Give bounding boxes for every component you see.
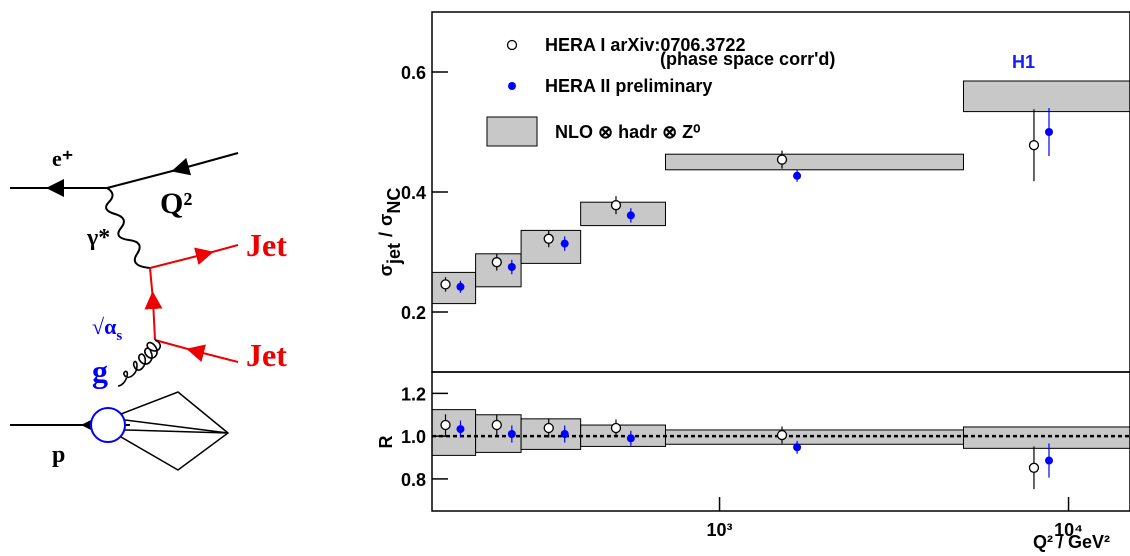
y-tick-label: 0.8	[401, 470, 426, 490]
data-point	[626, 434, 635, 443]
proton-label: p	[52, 442, 65, 468]
y-label-part: /	[376, 232, 396, 237]
y-axis-label: σjet/σNC	[376, 188, 404, 277]
y-tick-label: 1.0	[401, 427, 426, 447]
y-tick-label: 0.4	[401, 183, 426, 203]
electron-label: e⁺	[52, 146, 73, 171]
data-point	[507, 263, 516, 271]
data-point	[507, 430, 516, 439]
data-point	[1028, 462, 1040, 473]
y-label-sub: NC	[384, 188, 404, 214]
band-box	[431, 409, 477, 456]
y-label-part: σ	[376, 214, 396, 226]
band-box	[520, 229, 582, 264]
alpha-sub: s	[116, 328, 122, 344]
y-label-part: σ	[376, 264, 396, 276]
experiment-label: H1	[1012, 52, 1035, 72]
legend-label: HERA I arXiv:0706.3722	[545, 35, 745, 55]
photon-label: γ*	[86, 225, 110, 251]
legend-label: NLO ⊗ hadr ⊗ Z⁰	[555, 122, 700, 142]
data-point	[491, 257, 502, 268]
data-point	[508, 82, 516, 90]
data-point	[1044, 128, 1053, 136]
data-point	[491, 419, 502, 431]
data-point	[776, 154, 788, 165]
y-tick-label: 1.2	[401, 384, 426, 404]
feynman-diagram	[10, 152, 239, 471]
data-point	[456, 425, 465, 434]
data-point	[610, 422, 622, 434]
data-point	[626, 211, 635, 220]
data-point	[560, 239, 569, 248]
band-box	[664, 153, 964, 171]
data-point	[440, 279, 451, 290]
alpha-text: √α	[92, 314, 117, 339]
data-point	[560, 430, 569, 439]
legend-label: HERA II preliminary	[545, 76, 712, 96]
band-box	[962, 426, 1130, 449]
gluon-label: g	[92, 353, 108, 389]
x-axis-label: Q² / GeV²	[1033, 532, 1110, 552]
data-point	[506, 39, 518, 51]
band-box	[580, 201, 666, 227]
jet-label: Jet	[246, 337, 287, 373]
legend-note: (phase space corr'd)	[660, 49, 835, 69]
q2-label: Q²	[160, 187, 192, 220]
data-point	[793, 443, 802, 452]
x-tick-label: 10³	[707, 520, 733, 540]
jet-label: Jet	[246, 227, 287, 263]
data-point	[440, 419, 451, 431]
data-point	[543, 233, 554, 244]
band-box	[431, 271, 477, 305]
y-tick-label: 0.6	[401, 63, 426, 83]
data-point	[793, 171, 802, 180]
y-tick-label: 0.2	[401, 303, 426, 323]
data-point	[543, 422, 554, 434]
alpha-label: √αs	[92, 314, 122, 344]
x-tick-label: 10⁴	[1054, 520, 1083, 540]
y-axis-label: R	[376, 436, 396, 449]
band-box	[962, 80, 1130, 113]
data-point	[456, 282, 465, 291]
data-point	[776, 429, 788, 441]
data-point	[610, 200, 622, 211]
data-point	[1028, 140, 1040, 151]
plot-frame	[431, 371, 1130, 512]
legend-swatch	[486, 116, 538, 147]
y-label-sub: jet	[384, 243, 404, 265]
data-point	[1044, 456, 1053, 465]
